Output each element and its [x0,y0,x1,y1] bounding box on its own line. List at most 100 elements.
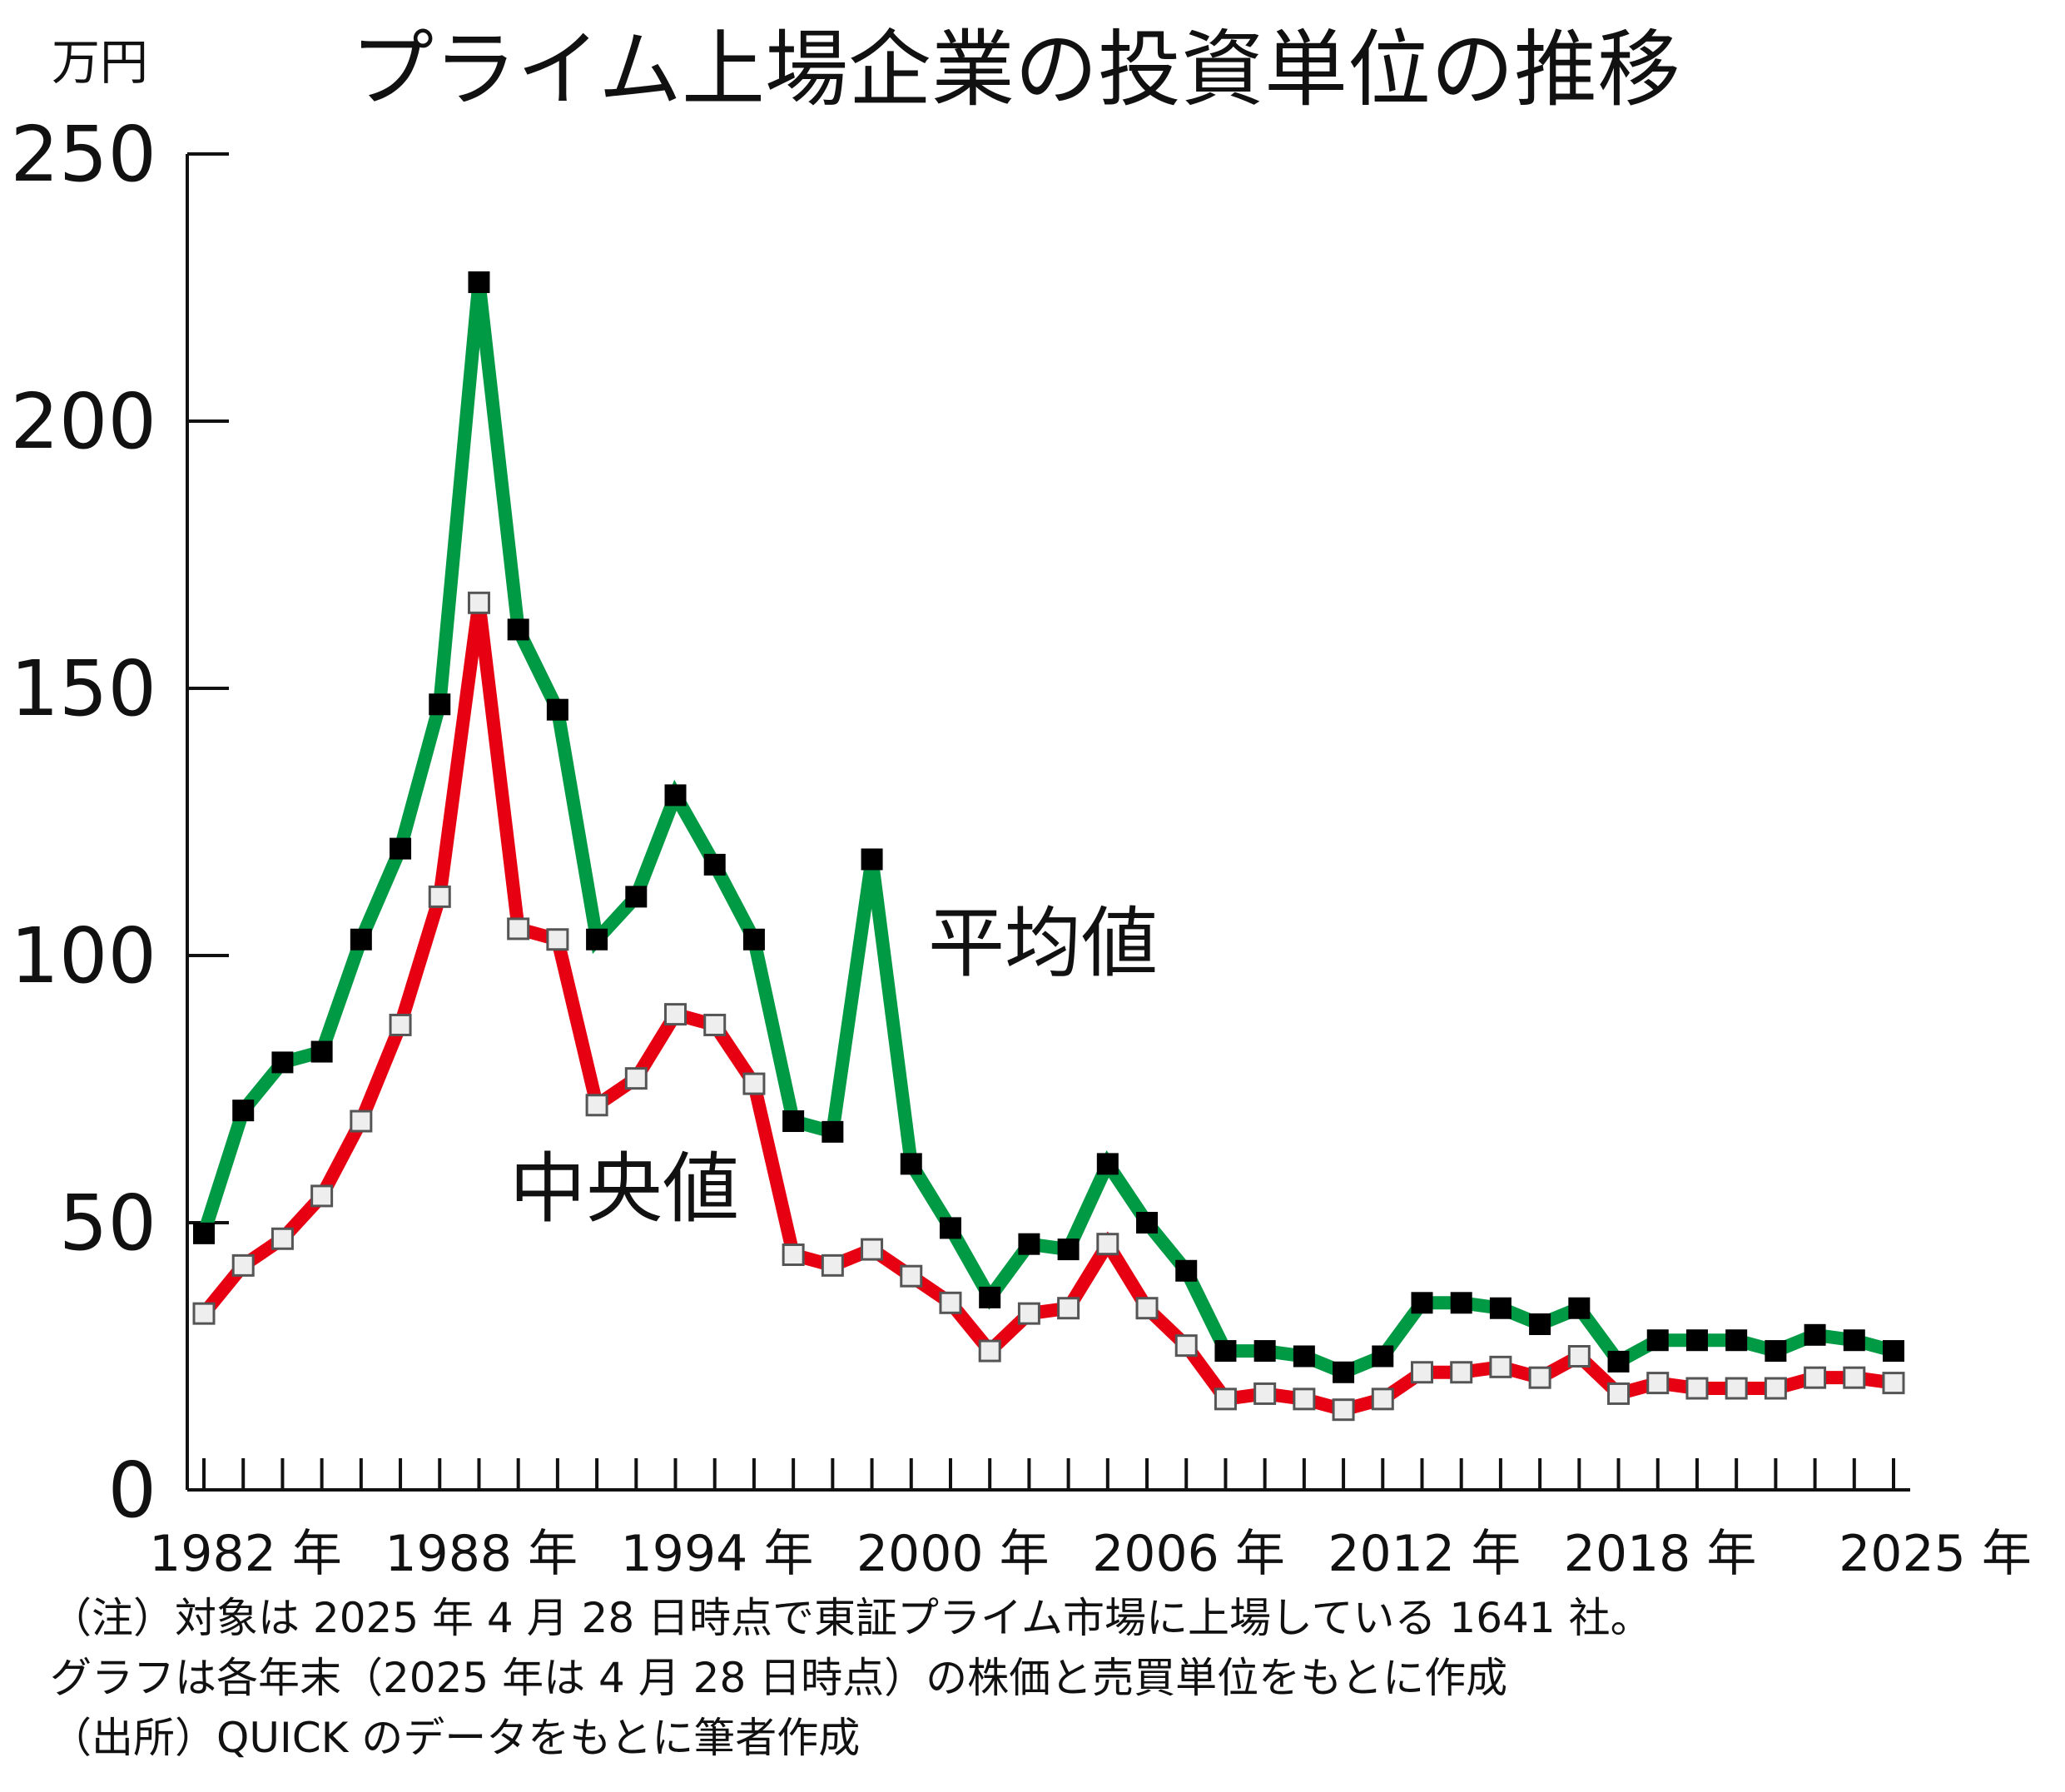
chart-title: プライム上場企業の投資単位の推移 [350,21,1680,118]
series-line [198,602,1895,1417]
data-point-marker [1057,1239,1080,1261]
data-point-marker [1372,1345,1394,1368]
data-point-marker [625,886,648,908]
x-tick-label: 1994 年 [621,1525,814,1583]
series-label-median: 中央値 [509,1144,739,1234]
data-point-marker [1410,1361,1433,1384]
data-point-marker [1096,1153,1119,1175]
data-point-marker [1567,1345,1591,1368]
data-point-marker [389,1013,412,1036]
x-tick-label: 1988 年 [385,1525,578,1583]
data-point-marker [586,928,608,951]
data-point-marker [900,1153,922,1175]
data-point-marker [1646,1372,1670,1395]
data-point-marker [507,618,529,641]
footnote-line-1: （注）対象は 2025 年 4 月 28 日時点で東証プライム市場に上場している… [50,1594,1652,1642]
data-point-marker [310,1184,334,1208]
data-point-marker [232,1100,255,1122]
data-point-marker [1765,1340,1787,1363]
data-point-marker [1607,1382,1631,1405]
data-point-marker [271,1051,294,1074]
data-point-marker [193,1222,215,1244]
data-point-marker [1646,1329,1669,1352]
data-point-marker [1136,1212,1159,1234]
data-point-marker [468,271,490,294]
data-point-marker [900,1264,923,1288]
data-point-marker [1253,1382,1277,1405]
data-point-marker [231,1253,255,1277]
data-point-marker [1371,1387,1394,1411]
y-tick-label: 250 [10,110,156,199]
data-point-marker [1529,1313,1551,1335]
y-tick-label: 0 [107,1446,156,1535]
series-line [197,281,1896,1380]
data-point-marker [664,1003,688,1026]
data-point-marker [782,1243,805,1267]
data-point-marker [546,698,568,721]
data-point-marker [742,1072,766,1095]
x-tick-label: 2012 年 [1328,1525,1521,1583]
data-point-marker [1293,1387,1316,1411]
y-axis-unit-label: 万円 [52,34,148,91]
data-point-marker [782,1110,805,1133]
data-point-marker [1489,1355,1512,1378]
data-point-marker [1685,1377,1709,1400]
data-point-marker [1489,1297,1512,1319]
data-point-marker [507,917,530,941]
data-point-marker [1843,1366,1866,1389]
data-point-marker [939,1291,962,1314]
footnote-line-3: （出所）QUICK のデータをもとに筆者作成 [50,1714,861,1762]
data-point-marker [1450,1292,1472,1314]
data-point-marker [390,837,412,860]
data-point-marker [703,853,726,876]
x-tick-label: 2018 年 [1564,1525,1757,1583]
data-point-marker [1883,1340,1904,1363]
data-point-marker [703,1013,727,1036]
data-point-marker [1725,1329,1748,1352]
data-point-marker [742,928,765,951]
data-point-marker [1333,1361,1355,1383]
x-tick-label: 2025 年 [1839,1525,2032,1583]
data-point-marker [1057,1297,1080,1320]
y-tick-label: 200 [10,377,156,466]
axes [186,152,1910,1492]
data-point-marker [1528,1366,1551,1389]
data-point-marker [1882,1372,1905,1395]
data-point-marker [1017,1302,1040,1325]
data-point-marker [1843,1329,1865,1352]
x-tick-label: 2000 年 [856,1525,1050,1583]
data-point-marker [1804,1323,1826,1346]
data-point-marker [1804,1366,1827,1389]
x-tick-label: 2006 年 [1092,1525,1285,1583]
data-point-marker [1293,1345,1315,1368]
data-point-marker [350,1109,373,1133]
data-point-marker [664,784,687,807]
y-tick-label: 100 [10,911,156,1000]
footnotes: （注）対象は 2025 年 4 月 28 日時点で東証プライム市場に上場している… [50,1588,2048,1768]
data-point-marker [1411,1292,1433,1314]
data-point-marker [822,1120,844,1143]
data-point-marker [546,928,569,951]
data-point-marker [1253,1340,1276,1363]
data-point-marker [350,928,372,951]
data-point-marker [1018,1233,1040,1255]
data-point-marker [978,1339,1001,1363]
footnote-line-2: グラフは各年末（2025 年は 4 月 28 日時点）の株価と売買単位をもとに作… [50,1654,1508,1702]
data-point-marker [1174,1334,1198,1358]
data-point-marker [1135,1297,1159,1320]
data-point-marker [1450,1361,1473,1384]
data-point-marker [1725,1377,1748,1400]
data-point-marker [585,1094,608,1117]
data-point-marker [979,1286,1001,1308]
data-point-marker [1607,1350,1630,1373]
data-point-marker [624,1067,648,1090]
y-tick-label: 50 [59,1179,156,1268]
data-point-marker [192,1302,216,1325]
data-point-marker [428,885,451,908]
series-label-mean: 平均値 [928,899,1158,988]
data-point-marker [271,1227,294,1250]
data-point-marker [1685,1329,1708,1352]
x-axis-tick-labels: 1982 年 1988 年 1994 年 2000 年 2006 年 2012 年 2018… [149,1525,2032,1583]
data-point-marker [1214,1340,1237,1363]
